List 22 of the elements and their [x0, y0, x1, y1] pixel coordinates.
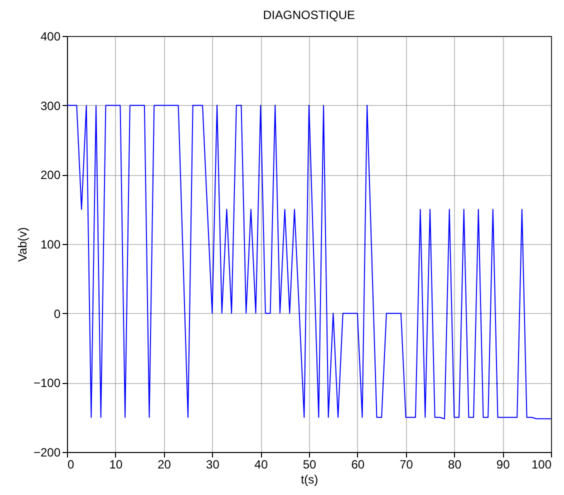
y-tick-label: −100 [33, 376, 61, 390]
x-tick-label: 0 [68, 458, 74, 472]
y-tick-label: 0 [54, 306, 61, 321]
chart-title: DIAGNOSTIQUE [262, 8, 356, 22]
line-series [66, 104, 552, 420]
y-axis-title: Vab(v) [15, 227, 30, 262]
x-tick-label: 20 [158, 458, 172, 472]
x-tick-label: 100 [531, 458, 552, 472]
x-tick-label: 10 [109, 458, 123, 472]
x-tick-label: 30 [206, 458, 220, 472]
y-tick-label: 200 [40, 168, 61, 182]
y-tick-label: −200 [33, 446, 61, 460]
x-axis-title: t(s) [300, 472, 318, 486]
x-tick-label: 50 [302, 458, 316, 472]
y-tick-label: 400 [40, 30, 61, 44]
y-tick-label: 100 [40, 238, 61, 252]
x-tick-label: 40 [254, 458, 268, 472]
y-tick-label: 300 [40, 98, 61, 113]
x-tick-label: 60 [351, 458, 365, 472]
x-tick-label: 90 [496, 458, 510, 472]
x-tick-label: 70 [400, 458, 414, 472]
x-tick-label: 80 [448, 458, 462, 472]
